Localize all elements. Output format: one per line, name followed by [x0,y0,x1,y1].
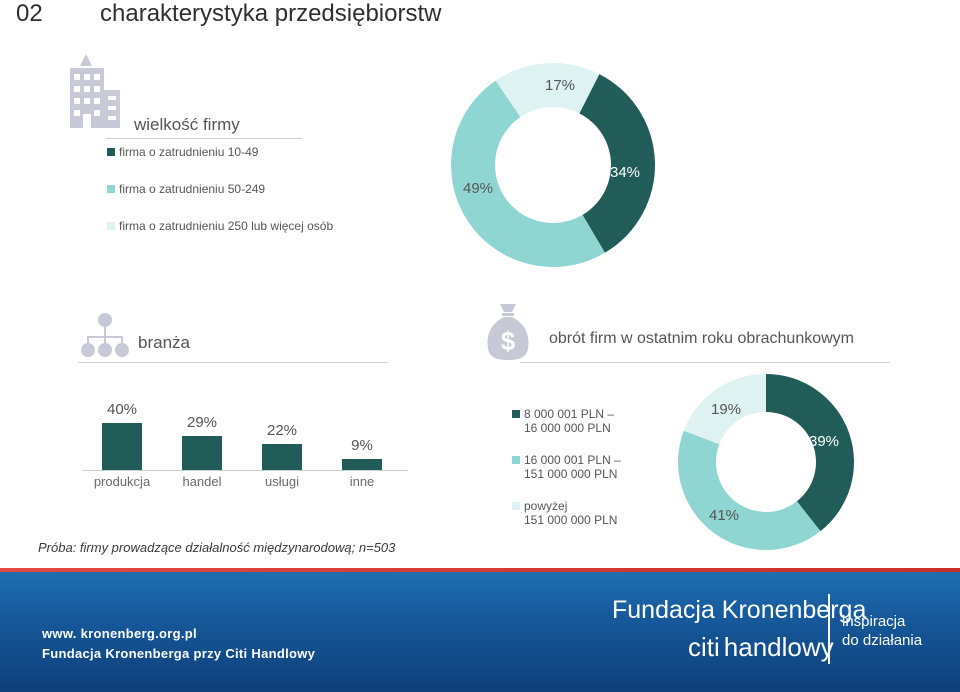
sample-note: Próba: firmy prowadzące działalność międ… [38,540,396,555]
legend-item: powyżej 151 000 000 PLN [512,499,617,527]
legend-item: firma o zatrudnieniu 50-249 [107,182,265,196]
donut-slice [495,63,600,118]
legend-swatch [512,456,520,464]
legend-label: 16 000 001 PLN – [524,453,621,467]
legend-swatch [512,410,520,418]
hierarchy-icon [81,313,129,357]
legend-label: firma o zatrudnieniu 250 lub więcej osób [119,219,334,233]
donut-label: 34% [610,164,640,181]
size-donut-chart: 34% 49% 17% [450,63,655,268]
industry-title: branża [138,333,190,352]
legend-label: 151 000 000 PLN [524,513,618,527]
donut-slice [766,374,854,532]
chart-baseline [82,470,408,471]
citi-logo: citi handlowy [688,632,834,663]
footer-separator [828,594,830,664]
bar [342,459,382,470]
legend-item: 16 000 001 PLN – 151 000 000 PLN [512,453,621,481]
donut-slice [683,374,766,445]
footer-divider [0,568,960,572]
turnover-donut-chart: 39% 41% 19% [678,374,854,550]
bar-value-label: 9% [351,437,373,455]
donut-label: 17% [545,77,575,94]
legend-item: 8 000 001 PLN – 16 000 000 PLN [512,407,614,435]
footer-org: Fundacja Kronenberga przy Citi Handlowy [42,646,316,661]
industry-bar-chart: 40% produkcja 29% handel 22% usługi 9% inne [82,390,408,500]
divider [78,362,388,363]
bar-category-label: inne [349,474,375,489]
bar-category-label: handel [182,474,222,489]
legend-swatch [512,502,520,510]
legend-label: firma o zatrudnieniu 10-49 [119,145,259,159]
citi-brand: citi [688,632,720,662]
legend-item: firma o zatrudnieniu 250 lub więcej osób [107,219,333,233]
bar-category-label: produkcja [93,474,151,489]
size-title: wielkość firmy [134,115,240,134]
divider [106,138,302,139]
donut-slice [579,74,655,253]
slogan: inspiracja do działania [842,612,922,650]
donut-label: 49% [463,180,493,197]
legend-swatch [107,148,115,156]
legend-swatch [107,185,115,193]
divider [520,362,890,363]
slogan-line: do działania [842,632,923,649]
bar-value-label: 22% [266,422,298,440]
legend-label: 8 000 001 PLN – [524,407,615,421]
turnover-title: obrót firm w ostatnim roku obrachunkowym [549,330,854,347]
legend-label: firma o zatrudnieniu 50-249 [119,182,266,196]
building-icon [70,54,120,128]
bar-value-label: 29% [186,413,218,431]
donut-slice [678,430,821,550]
bar [102,423,142,470]
slogan-line: inspiracja [842,613,906,630]
legend-label: powyżej [524,499,568,513]
donut-slice [450,80,605,268]
page-title: charakterystyka przedsiębiorstw [100,0,442,27]
donut-label: 19% [711,401,741,418]
donut-label: 41% [709,507,739,524]
section-number: 02 [16,0,43,27]
bar [262,444,302,470]
legend-item: firma o zatrudnieniu 10-49 [107,145,258,159]
bar-value-label: 40% [106,401,138,418]
legend-label: 16 000 000 PLN [524,421,611,435]
footer-url[interactable]: www. kronenberg.org.pl [42,626,197,641]
money-bag-icon: $ [487,304,529,360]
citi-name: handlowy [723,632,834,662]
legend-swatch [107,222,115,230]
legend-label: 151 000 000 PLN [524,467,618,481]
bar [182,435,222,470]
donut-label: 39% [809,433,839,450]
footer: www. kronenberg.org.pl Fundacja Kronenbe… [0,572,960,692]
bar-category-label: usługi [265,474,299,489]
fund-name: Fundacja Kronenberga [612,596,867,624]
svg-text:$: $ [501,326,516,356]
